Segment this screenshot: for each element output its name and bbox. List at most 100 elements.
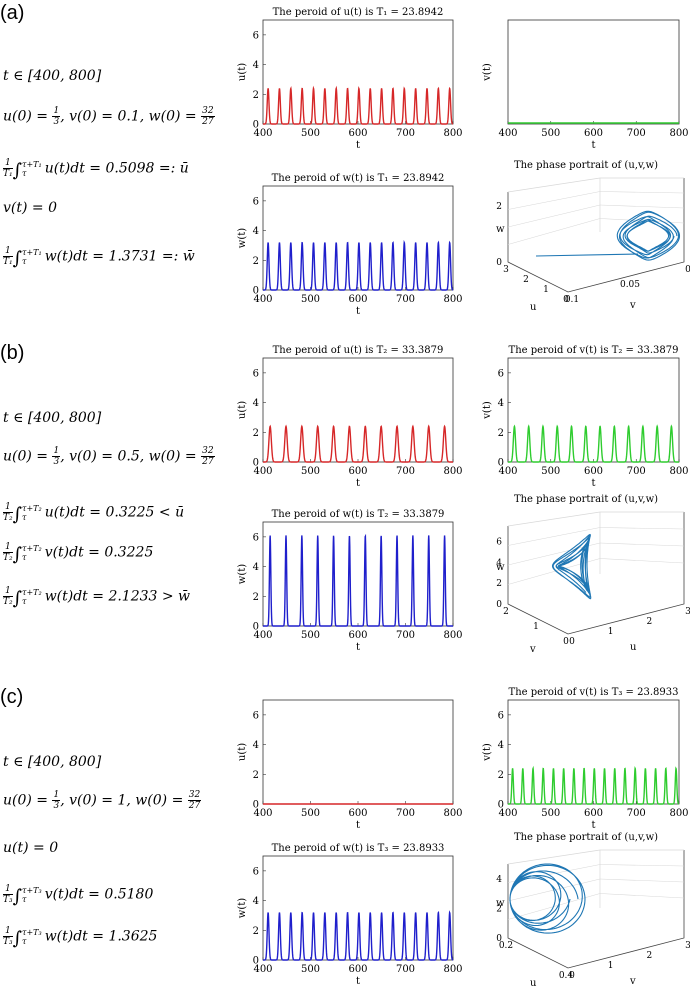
x-tick-label: 600 (348, 466, 367, 477)
x-tick-label: 400 (253, 128, 272, 139)
equation-upper: τ+T₁ (22, 247, 42, 257)
fraction: 1 T₁ (3, 158, 13, 179)
series-line (263, 85, 454, 125)
x-tick-label: 800 (443, 128, 462, 139)
equation-den2: 27 (188, 801, 201, 811)
x-tick-label: 500 (301, 630, 320, 641)
equation-den: 3 (53, 457, 60, 467)
grid-line (599, 527, 685, 530)
equation-num2: 32 (187, 790, 202, 801)
x-tick-label: 600 (584, 808, 603, 819)
y-axis-label: u(t) (237, 401, 248, 419)
series-line (263, 533, 453, 627)
time-series-plot: 400 500 600 700 800 t 0 2 4 6 u(t) (237, 699, 463, 831)
equation: 1 T₂ ∫ τ+T₂ τ u(t)dt = 0.3225 < ū (3, 502, 184, 525)
equation-fden: T₂ (3, 553, 13, 563)
x-axis-label: t (356, 642, 360, 653)
x-tick-label: 500 (301, 466, 320, 477)
plot-title: The phase portrait of (u,v,w) (514, 832, 658, 843)
trajectory-transient (535, 253, 639, 257)
equation-fnum: 1 (3, 158, 13, 169)
y-tick-label: 1 (608, 627, 614, 637)
grid-line (507, 204, 601, 228)
x-tick-label: 800 (443, 466, 462, 477)
x-tick-label: 700 (627, 808, 646, 819)
integral-sign: ∫ (12, 247, 23, 269)
y-tick-label: 6 (498, 710, 504, 721)
grid-line (599, 191, 685, 194)
time-series-plot: 400 500 600 700 800 t v(t) (482, 19, 689, 151)
axes-box (262, 521, 454, 627)
equation-fden: T₃ (3, 937, 13, 947)
x-axis-label: t (356, 976, 360, 987)
plot-title: The peroid of u(t) is T₁ = 23.8942 (273, 7, 444, 18)
equation-num2: 32 (201, 446, 215, 457)
fraction: 32 27 (201, 446, 215, 467)
x-tick-label: 500 (301, 808, 320, 819)
x-tick-label: 700 (396, 128, 415, 139)
time-series-plot: The peroid of u(t) is T₁ = 23.8942 400 500… (237, 7, 463, 151)
y-tick-label: 3 (685, 941, 690, 951)
equation-pre: u(0) = (3, 108, 53, 125)
x-tick-label: 0.4 (559, 971, 574, 981)
y-axis-label: u(t) (237, 63, 248, 81)
y-axis-label: v (629, 300, 636, 311)
integral-sign: ∫ (12, 885, 23, 907)
equation-text: u(t) = 0 (3, 840, 59, 856)
x-tick-label: 0.2 (499, 941, 513, 951)
x-tick-label: 700 (396, 466, 415, 477)
equation-fnum: 1 (3, 884, 13, 895)
y-tick-label: 4 (253, 896, 259, 907)
x-tick-label: 600 (348, 128, 367, 139)
y-tick-label: 2 (253, 770, 259, 781)
phase-portrait-plot: The phase portrait of (u,v,w)wu v0232100.… (496, 160, 690, 313)
y-axis-label: u(t) (237, 743, 248, 761)
integral-limits: τ+T₂ τ (22, 504, 42, 522)
equation-num: 1 (52, 106, 61, 117)
grid-line (507, 511, 601, 527)
y-tick-label: 0.1 (565, 295, 579, 305)
x-axis-label: v (529, 644, 536, 655)
equation-mid: , v(0) = 1, w(0) = (60, 792, 188, 809)
grid-line (599, 558, 685, 564)
integral-sign: ∫ (12, 543, 23, 565)
integral-limits: τ+T₂ τ (22, 588, 42, 606)
z-axis-label: w (496, 562, 505, 573)
y-tick-label: 6 (253, 368, 259, 379)
equation-fnum: 1 (3, 542, 13, 553)
axes-box (262, 699, 454, 805)
equation-body: w(t)dt = 1.3625 (44, 928, 158, 945)
y-tick-label: 0 (253, 120, 259, 131)
y-axis-label: v (629, 976, 636, 987)
x-axis-label: u (530, 302, 537, 313)
equation-fden: T₁ (3, 257, 13, 267)
plot-title: The peroid of w(t) is T₁ = 23.8942 (272, 173, 445, 184)
y-tick-label: 2 (253, 592, 259, 603)
equation-lower: τ (22, 894, 27, 904)
y-tick-label: 0 (253, 800, 259, 811)
fraction: 32 27 (201, 106, 215, 127)
x-tick-label: 600 (348, 294, 367, 305)
equation: 1 T₁ ∫ τ+T₁ τ u(t)dt = 0.5098 =: ū (3, 158, 189, 181)
x-axis-label: t (591, 820, 595, 831)
grid-line (507, 849, 601, 865)
y-tick-label: 6 (253, 532, 259, 543)
y-tick-label: 2 (498, 428, 504, 439)
x-axis-label: t (356, 306, 360, 317)
fraction: 1 T₂ (3, 542, 13, 563)
equation-fden: T₂ (3, 513, 13, 523)
x-tick-label: 800 (443, 808, 462, 819)
y-axis-label: w(t) (237, 564, 248, 584)
plot-title: The peroid of w(t) is T₂ = 33.3879 (272, 509, 445, 520)
equation-text: v(t) = 0 (3, 200, 57, 216)
equation-lower: τ (22, 168, 27, 178)
equation-fden: T₂ (3, 597, 13, 607)
y-tick-label: 2 (253, 90, 259, 101)
equation-lower: τ (22, 512, 27, 522)
x-axis-label: t (356, 820, 360, 831)
plot-title: The phase portrait of (u,v,w) (514, 160, 658, 171)
y-tick-label: 3 (685, 607, 690, 617)
equation-body: v(t)dt = 0.5180 (44, 886, 154, 903)
integral-sign: ∫ (12, 587, 23, 609)
